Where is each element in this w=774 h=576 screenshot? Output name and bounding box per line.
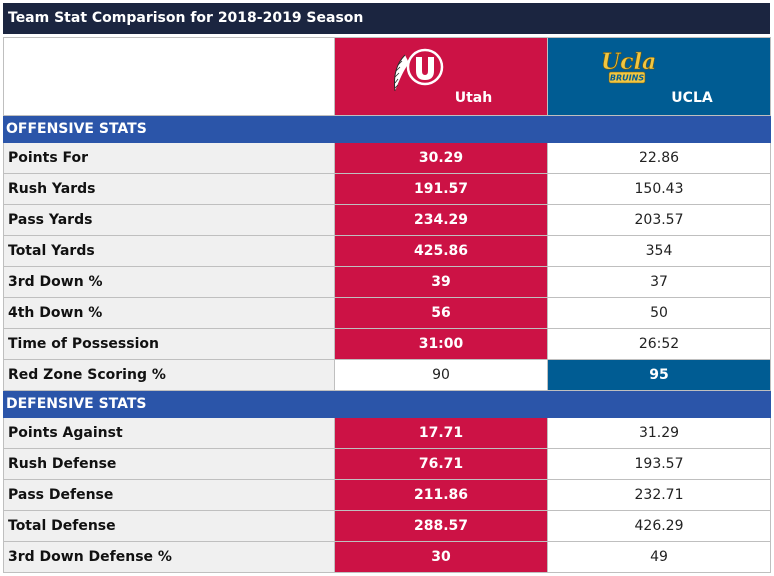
utah-value: 31:00 — [334, 328, 548, 360]
ucla-value: 232.71 — [547, 479, 771, 511]
stat-label: Pass Yards — [3, 204, 335, 236]
stat-label: 4th Down % — [3, 297, 335, 329]
utah-value: 39 — [334, 266, 548, 298]
table-row: 3rd Down % 39 37 — [3, 266, 771, 298]
utah-value: 30 — [334, 541, 548, 573]
ucla-value: 150.43 — [547, 173, 771, 205]
ucla-value: 354 — [547, 235, 771, 267]
utah-value: 425.86 — [334, 235, 548, 267]
table-row: Points For 30.29 22.86 — [3, 142, 771, 174]
utah-value: 76.71 — [334, 448, 548, 480]
utah-value: 288.57 — [334, 510, 548, 542]
stat-label: 3rd Down % — [3, 266, 335, 298]
ucla-value: 22.86 — [547, 142, 771, 174]
ucla-value: 95 — [547, 359, 771, 391]
utah-value: 90 — [334, 359, 548, 391]
stat-label: Time of Possession — [3, 328, 335, 360]
team-name-ucla: UCLA — [671, 90, 713, 106]
table-row: 4th Down % 56 50 — [3, 297, 771, 329]
team-header-ucla: Ucla BRUINS UCLA — [547, 37, 771, 116]
header-blank-cell — [3, 37, 335, 116]
ucla-value: 193.57 — [547, 448, 771, 480]
stat-label: Points Against — [3, 417, 335, 449]
table-row: Pass Defense 211.86 232.71 — [3, 479, 771, 511]
page-title: Team Stat Comparison for 2018-2019 Seaso… — [3, 3, 770, 34]
stat-label: 3rd Down Defense % — [3, 541, 335, 573]
stat-label: Total Defense — [3, 510, 335, 542]
table-row: Total Yards 425.86 354 — [3, 235, 771, 267]
section-header-row: OFFENSIVE STATS — [3, 115, 771, 143]
utah-logo-icon — [391, 47, 447, 99]
utah-value: 234.29 — [334, 204, 548, 236]
table-row: Rush Defense 76.71 193.57 — [3, 448, 771, 480]
ucla-value: 50 — [547, 297, 771, 329]
ucla-value: 426.29 — [547, 510, 771, 542]
stat-comparison-table: Utah Ucla BRUINS UCLA OFFENSIVE STATS Poi… — [3, 37, 771, 573]
stat-label: Rush Defense — [3, 448, 335, 480]
ucla-logo-subtext: BRUINS — [610, 74, 644, 83]
ucla-value: 203.57 — [547, 204, 771, 236]
ucla-logo-text: Ucla — [601, 49, 656, 75]
table-row: Points Against 17.71 31.29 — [3, 417, 771, 449]
ucla-value: 37 — [547, 266, 771, 298]
team-name-utah: Utah — [454, 90, 493, 106]
ucla-logo-icon: Ucla BRUINS — [599, 47, 659, 95]
utah-value: 56 — [334, 297, 548, 329]
stat-label: Points For — [3, 142, 335, 174]
table-row: Pass Yards 234.29 203.57 — [3, 204, 771, 236]
team-header-row: Utah Ucla BRUINS UCLA — [3, 37, 771, 116]
ucla-value: 49 — [547, 541, 771, 573]
team-header-utah: Utah — [334, 37, 548, 116]
section-heading: OFFENSIVE STATS — [3, 115, 771, 143]
stat-label: Red Zone Scoring % — [3, 359, 335, 391]
table-row: 3rd Down Defense % 30 49 — [3, 541, 771, 573]
stat-label: Rush Yards — [3, 173, 335, 205]
table-body: Utah Ucla BRUINS UCLA OFFENSIVE STATS Poi… — [3, 37, 771, 573]
table-row: Time of Possession 31:00 26:52 — [3, 328, 771, 360]
ucla-value: 26:52 — [547, 328, 771, 360]
stat-label: Total Yards — [3, 235, 335, 267]
utah-value: 30.29 — [334, 142, 548, 174]
section-header-row: DEFENSIVE STATS — [3, 390, 771, 418]
ucla-value: 31.29 — [547, 417, 771, 449]
table-row: Rush Yards 191.57 150.43 — [3, 173, 771, 205]
table-row: Red Zone Scoring % 90 95 — [3, 359, 771, 391]
utah-value: 191.57 — [334, 173, 548, 205]
utah-value: 211.86 — [334, 479, 548, 511]
section-heading: DEFENSIVE STATS — [3, 390, 771, 418]
utah-value: 17.71 — [334, 417, 548, 449]
stat-label: Pass Defense — [3, 479, 335, 511]
table-row: Total Defense 288.57 426.29 — [3, 510, 771, 542]
